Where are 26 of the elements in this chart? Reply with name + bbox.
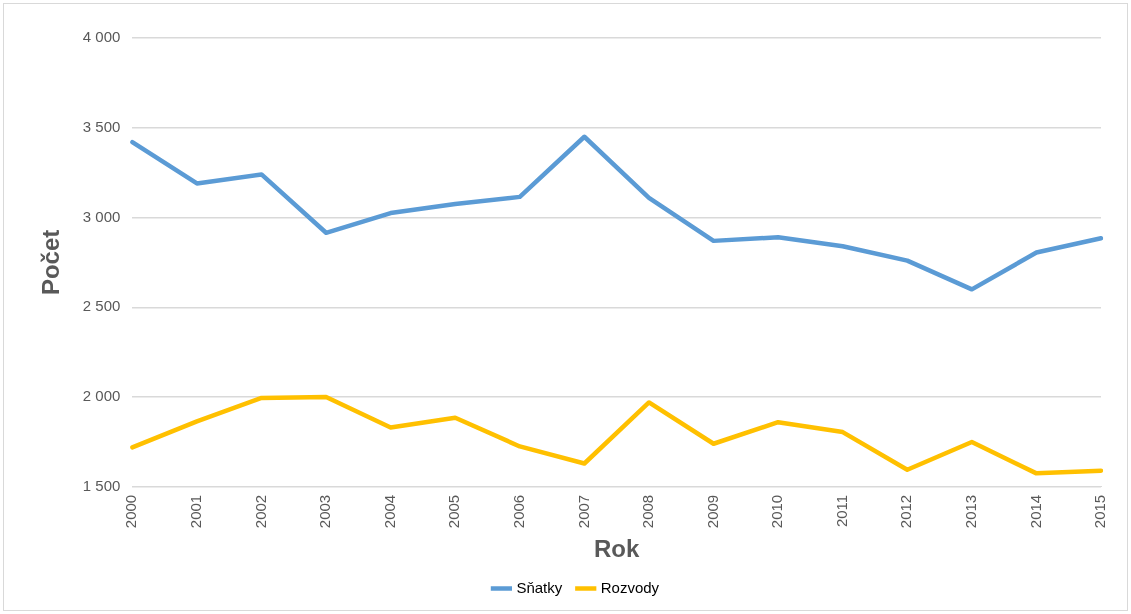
x-tick-label: 2007 [574,494,592,529]
legend-label: Rozvody [600,578,660,596]
y-tick-label: 1 500 [82,476,121,494]
x-tick-label: 2010 [768,494,786,529]
x-axis-title: Rok [594,535,640,563]
x-tick-label: 2004 [380,494,398,529]
y-tick-label: 3 000 [82,207,121,225]
x-tick-label: 2011 [832,494,850,528]
x-tick-label: 2003 [316,494,334,529]
x-tick-label: 2014 [1026,494,1044,529]
y-tick-label: 2 000 [82,387,121,405]
x-tick-label: 2002 [251,494,269,529]
x-tick-label: 2000 [122,494,140,529]
x-tick-label: 2013 [961,494,979,529]
y-tick-label: 4 000 [82,28,121,46]
y-tick-label: 2 500 [82,297,121,315]
x-tick-label: 2005 [445,494,463,529]
legend-label: Sňatky [516,578,563,596]
y-axis-title: Počet [37,229,65,296]
x-tick-label: 2006 [509,494,527,529]
x-tick-label: 2015 [1091,494,1109,529]
x-tick-label: 2008 [639,494,657,529]
x-tick-label: 2012 [897,494,915,529]
y-tick-label: 3 500 [82,117,121,135]
x-tick-label: 2009 [703,494,721,529]
x-tick-label: 2001 [187,494,205,529]
